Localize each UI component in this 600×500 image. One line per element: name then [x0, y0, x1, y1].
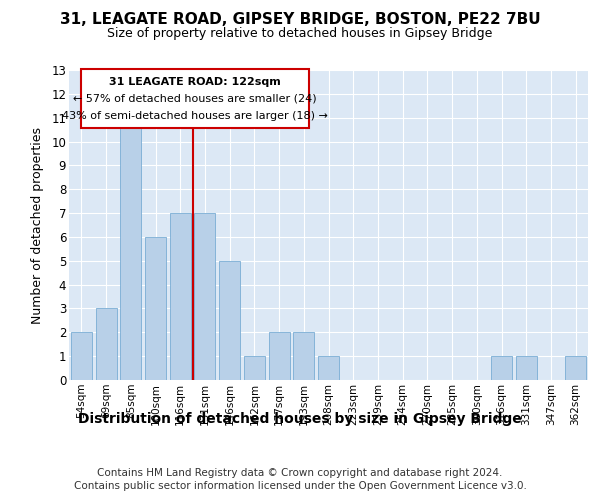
Text: Size of property relative to detached houses in Gipsey Bridge: Size of property relative to detached ho… [107, 28, 493, 40]
Text: Distribution of detached houses by size in Gipsey Bridge: Distribution of detached houses by size … [78, 412, 522, 426]
Bar [491, 356, 512, 380]
Text: 31, LEAGATE ROAD, GIPSEY BRIDGE, BOSTON, PE22 7BU: 31, LEAGATE ROAD, GIPSEY BRIDGE, BOSTON,… [59, 12, 541, 28]
Bar [219, 261, 240, 380]
Text: Contains public sector information licensed under the Open Government Licence v3: Contains public sector information licen… [74, 481, 526, 491]
Y-axis label: Number of detached properties: Number of detached properties [31, 126, 44, 324]
Bar [269, 332, 290, 380]
Bar [318, 356, 339, 380]
Bar [71, 332, 92, 380]
Text: 31 LEAGATE ROAD: 122sqm: 31 LEAGATE ROAD: 122sqm [109, 77, 281, 87]
Text: Contains HM Land Registry data © Crown copyright and database right 2024.: Contains HM Land Registry data © Crown c… [97, 468, 503, 477]
Text: 43% of semi-detached houses are larger (18) →: 43% of semi-detached houses are larger (… [62, 110, 328, 120]
Bar [145, 237, 166, 380]
FancyBboxPatch shape [82, 69, 309, 128]
Bar [194, 213, 215, 380]
Bar [120, 118, 141, 380]
Bar [565, 356, 586, 380]
Bar [170, 213, 191, 380]
Bar [516, 356, 537, 380]
Bar [95, 308, 116, 380]
Text: ← 57% of detached houses are smaller (24): ← 57% of detached houses are smaller (24… [73, 94, 317, 104]
Bar [244, 356, 265, 380]
Bar [293, 332, 314, 380]
